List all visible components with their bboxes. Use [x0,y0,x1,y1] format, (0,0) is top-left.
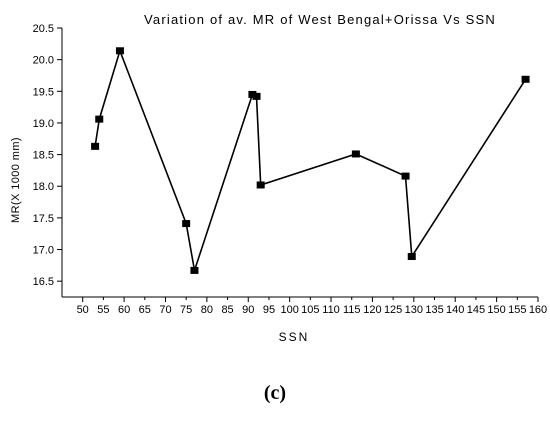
x-tick-label: 115 [343,304,361,316]
axes: 50 55 60 65 70 75 80 85 90 95 100 105 110 115 120 125 13… [33,23,548,316]
data-point [115,47,124,55]
x-tick-label: 95 [263,304,275,316]
x-tick-label: 110 [322,304,340,316]
y-tick-label: 17.5 [33,213,54,225]
x-tick-label: 60 [118,304,130,316]
x-tick-label: 75 [180,304,192,316]
x-tick-label: 120 [363,304,381,316]
y-tick-label: 16.5 [33,276,54,288]
x-tick-label: 135 [425,304,443,316]
data-point [521,75,530,83]
series-layer [91,47,530,274]
x-tick-label: 85 [221,304,233,316]
x-tick-label: 90 [242,304,254,316]
x-tick-label: 125 [384,304,402,316]
x-tick-label: 140 [446,304,464,316]
x-tick-label: 145 [467,304,485,316]
x-tick-label: 105 [301,304,319,316]
chart-title: Variation of av. MR of West Bengal+Oriss… [144,12,496,27]
data-point [91,142,100,150]
x-tick-label: 80 [201,304,213,316]
x-tick-label: 160 [529,304,547,316]
y-tick-label: 18.5 [33,150,54,162]
data-point [182,220,191,228]
series-line [94,48,527,271]
y-tick-label: 18.0 [33,181,54,193]
panel-label: (c) [263,382,287,404]
x-tick-label: 150 [487,304,505,316]
y-tick-label: 17.0 [33,245,54,257]
x-tick-label: 130 [405,304,423,316]
data-point [407,252,416,260]
x-tick-label: 50 [77,304,89,316]
data-point [401,172,410,180]
x-tick-label: 100 [280,304,298,316]
data-point [351,150,360,158]
y-tick-label: 19.0 [33,118,54,130]
data-point [95,115,104,123]
y-tick-label: 20.0 [33,55,54,67]
x-tick-label: 155 [508,304,526,316]
data-point [248,90,257,98]
y-axis-label: MR(X 1000 mm) [10,137,22,223]
x-tick-label: 70 [159,304,171,316]
data-point [190,266,199,274]
data-point [252,92,261,100]
y-tick-label: 20.5 [33,23,54,35]
data-point [256,181,265,189]
x-axis-label: SSN [279,330,310,344]
y-tick-label: 19.5 [33,86,54,98]
x-tick-label: 55 [97,304,109,316]
x-tick-label: 65 [139,304,151,316]
